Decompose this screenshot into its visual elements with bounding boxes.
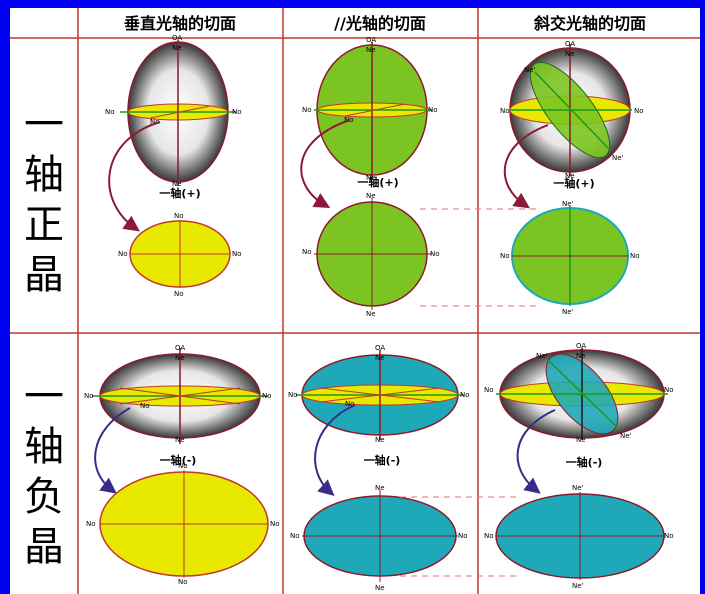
- no-label: No: [664, 386, 674, 394]
- caption: 一轴(-): [160, 453, 197, 467]
- no-label: No: [150, 118, 160, 126]
- no-label: No: [500, 107, 510, 115]
- caption: 一轴(+): [553, 176, 594, 190]
- no-label: No: [458, 532, 468, 540]
- no-label: No: [302, 106, 312, 114]
- no-label: No: [232, 250, 242, 258]
- no-label: No: [178, 462, 188, 470]
- ne-prime-label: Ne': [612, 154, 624, 162]
- no-label: No: [288, 391, 298, 399]
- optic-axis-label: OA: [366, 36, 376, 44]
- no-label: No: [500, 252, 510, 260]
- no-label: No: [460, 391, 470, 399]
- ne-prime-label: Ne': [524, 66, 536, 74]
- optic-axis-label: OA: [565, 40, 575, 48]
- side-char: 晶: [24, 252, 64, 298]
- no-label: No: [174, 290, 184, 298]
- no-label: No: [428, 106, 438, 114]
- cell-negative-parallel: OA Ne No No No Ne 一轴(-) Ne No No Ne: [288, 344, 520, 592]
- no-label: No: [270, 520, 280, 528]
- ne-label: Ne: [565, 172, 575, 180]
- projection-arrow: [503, 124, 549, 209]
- ne-prime-label: Ne': [562, 200, 574, 208]
- no-label: No: [140, 402, 150, 410]
- optic-axis-label: OA: [576, 342, 586, 350]
- ne-label: Ne: [172, 44, 182, 52]
- ne-label: Ne: [366, 192, 376, 200]
- cell-negative-perpendicular: OA Ne No No No Ne 一轴(-) No No No No: [84, 344, 280, 586]
- ne-prime-label: Ne': [620, 432, 632, 440]
- no-label: No: [484, 532, 494, 540]
- cell-positive-oblique: OA Ne Ne' No No Ne' Ne 一轴(+) Ne' No No N…: [500, 40, 644, 316]
- no-label: No: [634, 107, 644, 115]
- ne-label: Ne: [172, 180, 182, 188]
- caption: 一轴(-): [566, 455, 603, 469]
- ne-label: Ne: [576, 352, 586, 360]
- optic-axis-label: OA: [175, 344, 185, 352]
- ne-label: Ne: [366, 174, 376, 182]
- no-label: No: [302, 248, 312, 256]
- side-char: 轴: [24, 152, 64, 198]
- no-label: No: [174, 212, 184, 220]
- optic-axis-label: OA: [172, 34, 182, 42]
- no-label: No: [105, 108, 115, 116]
- ne-prime-label: Ne': [562, 308, 574, 316]
- no-label: No: [118, 250, 128, 258]
- projection-arrow: [94, 407, 131, 494]
- ne-label: Ne: [366, 46, 376, 54]
- projection-arrow: [516, 409, 556, 494]
- cell-positive-perpendicular: OA Ne No No No Ne 一轴(+) No No No No: [105, 34, 242, 298]
- no-label: No: [630, 252, 640, 260]
- projection-arrow: [314, 404, 356, 496]
- side-char: 轴: [24, 424, 64, 470]
- table-grid: [10, 8, 700, 594]
- no-label: No: [664, 532, 674, 540]
- header-perpendicular: 垂直光轴的切面: [124, 14, 236, 33]
- side-char: 一: [24, 374, 64, 420]
- ne-prime-label: Ne': [572, 484, 584, 492]
- no-label: No: [232, 108, 242, 116]
- side-char: 一: [24, 102, 64, 148]
- side-char: 正: [24, 202, 64, 248]
- projection-arrow: [300, 119, 351, 208]
- ne-label: Ne: [375, 484, 385, 492]
- no-label: No: [290, 532, 300, 540]
- ne-label: Ne: [375, 436, 385, 444]
- header-parallel: //光轴的切面: [334, 14, 426, 33]
- ne-label: Ne: [175, 436, 185, 444]
- ne-label: Ne: [375, 354, 385, 362]
- ne-label: Ne: [576, 436, 586, 444]
- row-label-negative: 一 轴 负 晶: [24, 374, 64, 570]
- caption: 一轴(+): [159, 186, 200, 200]
- no-label: No: [86, 520, 96, 528]
- cell-positive-parallel: OA Ne No No No Ne 一轴(+) Ne No No Ne: [300, 36, 540, 318]
- caption: 一轴(-): [364, 453, 401, 467]
- header-oblique: 斜交光轴的切面: [533, 14, 646, 33]
- no-label: No: [178, 578, 188, 586]
- no-label: No: [262, 392, 272, 400]
- side-char: 负: [24, 474, 64, 520]
- ne-prime-label: Ne': [572, 582, 584, 590]
- cell-negative-oblique: OA Ne Ne' No No Ne' Ne 一轴(-) Ne' No No N…: [484, 342, 674, 590]
- no-label: No: [484, 386, 494, 394]
- caption: 一轴(+): [357, 175, 398, 189]
- no-label: No: [345, 400, 355, 408]
- ne-label: Ne: [366, 310, 376, 318]
- ne-label: Ne: [565, 50, 575, 58]
- no-label: No: [430, 250, 440, 258]
- ne-label: Ne: [175, 354, 185, 362]
- ne-label: Ne: [375, 584, 385, 592]
- row-label-positive: 一 轴 正 晶: [24, 102, 64, 298]
- optic-axis-label: OA: [375, 344, 385, 352]
- ne-prime-label: Ne': [536, 352, 548, 360]
- projection-arrow: [108, 121, 161, 232]
- side-char: 晶: [24, 524, 64, 570]
- no-label: No: [84, 392, 94, 400]
